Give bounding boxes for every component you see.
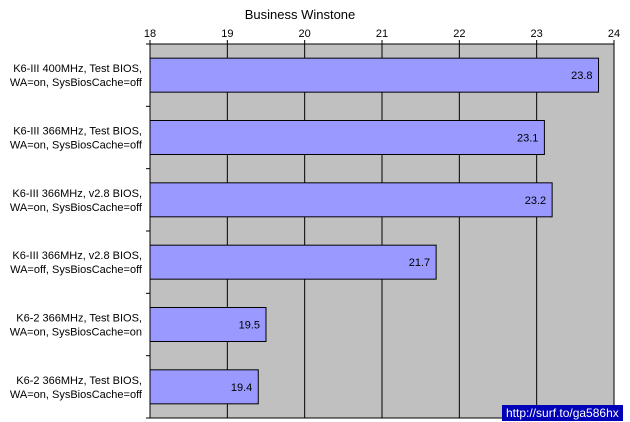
- x-tick-label: 23: [531, 28, 543, 40]
- bar-data-label: 21.7: [409, 257, 430, 269]
- category-label-line: WA=on, SysBiosCache=off: [10, 77, 143, 89]
- bar: [149, 57, 600, 93]
- category-label: K6-2 366MHz, Test BIOS, WA=on, SysBiosCac…: [10, 375, 143, 401]
- category-label-line: WA=on, SysBiosCache=on: [10, 327, 142, 339]
- x-tick-label: 19: [221, 28, 233, 40]
- category-label-line: K6-III 366MHz, v2.8 BIOS,: [12, 188, 142, 200]
- category-label-line: K6-2 366MHz, Test BIOS,: [16, 313, 142, 325]
- category-label: K6-2 366MHz, Test BIOS, WA=on, SysBiosCac…: [10, 313, 142, 339]
- category-label-line: K6-III 366MHz, Test BIOS,: [13, 126, 142, 138]
- bar-data-label: 23.1: [517, 133, 538, 145]
- x-tick-label: 22: [453, 28, 465, 40]
- bar-data-label: 23.2: [525, 195, 546, 207]
- category-label: K6-III 366MHz, v2.8 BIOS, WA=on, SysBiosC…: [10, 188, 143, 214]
- bars: 23.8 23.1 23.2 21.7 19.5 19.4: [149, 57, 600, 405]
- x-tick-label: 24: [608, 28, 620, 40]
- category-label-line: K6-2 366MHz, Test BIOS,: [16, 375, 142, 387]
- bar: [149, 307, 267, 342]
- category-label-line: WA=off, SysBiosCache=off: [10, 264, 143, 276]
- x-tick-label: 18: [144, 28, 156, 40]
- x-axis-ticks: 18 19 20 21 22 23 24: [144, 28, 620, 419]
- category-labels: K6-III 400MHz, Test BIOS, WA=on, SysBiosC…: [10, 63, 143, 401]
- bar: [149, 120, 545, 155]
- category-label: K6-III 366MHz, v2.8 BIOS, WA=off, SysBios…: [10, 250, 143, 276]
- category-label-line: WA=on, SysBiosCache=off: [10, 202, 143, 214]
- bar-data-label: 19.5: [239, 320, 260, 332]
- bar-data-label: 19.4: [231, 382, 252, 394]
- watermark-link[interactable]: http://surf.to/ga586hx: [502, 405, 623, 421]
- bar: [149, 244, 437, 280]
- chart-title: Business Winstone: [244, 7, 356, 22]
- bar: [149, 369, 259, 405]
- category-label-line: K6-III 400MHz, Test BIOS,: [13, 63, 142, 75]
- category-label-line: WA=on, SysBiosCache=off: [10, 389, 143, 401]
- category-label-line: WA=on, SysBiosCache=off: [10, 140, 143, 152]
- x-tick-label: 21: [376, 28, 388, 40]
- bar-data-label: 23.8: [571, 70, 592, 82]
- category-label-line: K6-III 366MHz, v2.8 BIOS,: [12, 250, 142, 262]
- plot-border: [149, 43, 615, 419]
- category-label: K6-III 366MHz, Test BIOS, WA=on, SysBiosC…: [10, 126, 143, 152]
- bar: [149, 182, 553, 218]
- x-tick-label: 20: [299, 28, 311, 40]
- category-label: K6-III 400MHz, Test BIOS, WA=on, SysBiosC…: [10, 63, 143, 89]
